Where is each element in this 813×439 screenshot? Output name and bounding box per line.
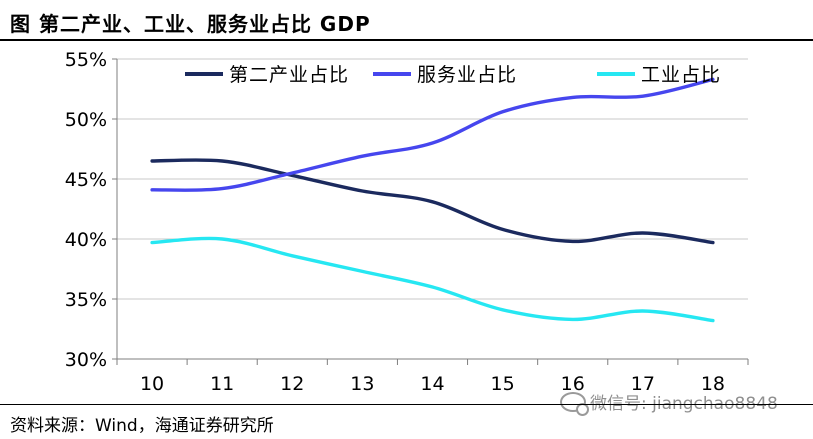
y-tick-label: 35%: [65, 289, 107, 311]
header-rule: [0, 39, 813, 41]
x-tick-label: 16: [561, 373, 585, 395]
legend-label-1: 第二产业占比: [229, 64, 349, 86]
wechat-icon: [560, 391, 589, 416]
x-tick-label: 18: [701, 373, 725, 395]
x-tick-labels: 10 11 12 13 14 15 16 17 18: [140, 373, 725, 395]
y-tick-labels: 30% 35% 40% 45% 50% 55%: [65, 49, 107, 371]
x-tick-label: 12: [280, 373, 304, 395]
series-line-3: [150, 236, 715, 323]
figure-title: 图 第二产业、工业、服务业占比 GDP: [10, 12, 371, 36]
axes: [112, 58, 749, 365]
x-tick-label: 15: [491, 373, 515, 395]
x-tick-label: 13: [350, 373, 374, 395]
series-lines: [150, 77, 715, 323]
series-line-2: [150, 77, 715, 192]
x-tick-label: 17: [631, 373, 655, 395]
line-chart: 30% 35% 40% 45% 50% 55% 10 11 12 13 14 15 16 17 18 第二…: [65, 49, 749, 395]
series-line-1: [150, 158, 715, 245]
y-tick-label: 50%: [65, 109, 107, 131]
legend-label-2: 服务业占比: [417, 64, 517, 86]
x-tick-label: 10: [140, 373, 164, 395]
y-tick-label: 40%: [65, 229, 107, 251]
y-tick-label: 30%: [65, 349, 107, 371]
x-tick-label: 14: [420, 373, 444, 395]
y-tick-label: 45%: [65, 169, 107, 191]
footer-rule: [0, 404, 813, 405]
figure-footer: 资料来源：Wind，海通证券研究所: [0, 398, 813, 439]
legend-label-3: 工业占比: [641, 64, 721, 86]
source-note: 资料来源：Wind，海通证券研究所: [10, 416, 274, 436]
y-tick-label: 55%: [65, 49, 107, 71]
legend: 第二产业占比 服务业占比 工业占比: [185, 64, 721, 86]
figure-header: 图 第二产业、工业、服务业占比 GDP: [0, 0, 813, 44]
x-tick-label: 11: [210, 373, 234, 395]
